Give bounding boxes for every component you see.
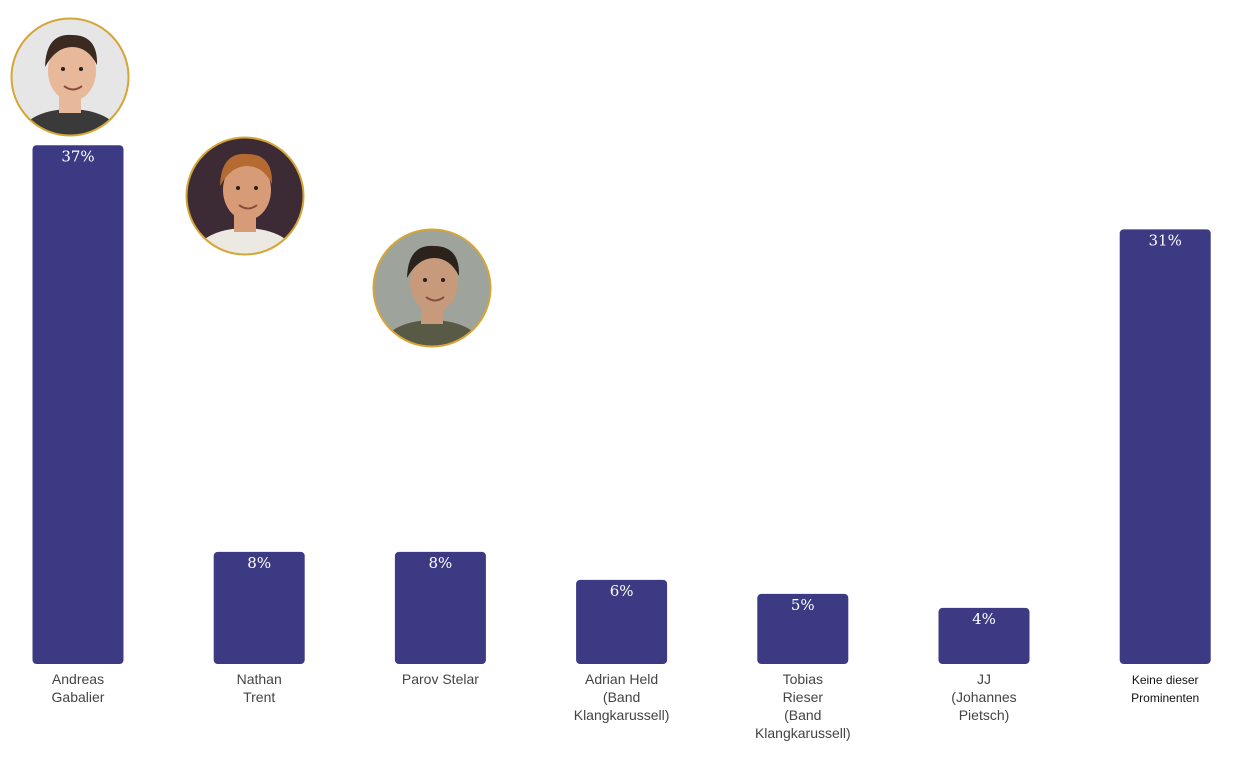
- bar-value-label: 4%: [972, 610, 996, 628]
- category-label: Prominenten: [1131, 691, 1199, 705]
- bar: [757, 593, 849, 664]
- category-label: (Band: [784, 707, 821, 723]
- category-label: Klangkarussell): [755, 725, 851, 741]
- category-label: Gabalier: [52, 689, 105, 705]
- bars-layer: 37% Andreas Gabalier 8% Nathan Trent 8% Parov S…: [32, 145, 1211, 741]
- category-label: (Johannes: [951, 689, 1016, 705]
- category-label: Parov Stelar: [402, 671, 479, 687]
- category-label: Nathan: [237, 671, 282, 687]
- bar: [938, 607, 1030, 664]
- category-label: Rieser: [783, 689, 824, 705]
- portraits-layer: [10, 17, 492, 348]
- bar-value-label: 8%: [247, 554, 271, 572]
- portrait-photo-icon: [185, 136, 305, 256]
- bar-value-label: 8%: [429, 554, 453, 572]
- category-label: Pietsch): [959, 707, 1010, 723]
- category-label: Tobias: [783, 671, 823, 687]
- bar: [32, 145, 124, 664]
- category-label: JJ: [977, 671, 991, 687]
- category-label: Keine dieser: [1132, 673, 1199, 687]
- portrait-photo-icon: [10, 17, 130, 137]
- bar-value-label: 6%: [610, 582, 634, 600]
- bar-value-label: 31%: [1149, 231, 1182, 249]
- category-label: Trent: [243, 689, 275, 705]
- portrait-photo-icon: [372, 228, 492, 348]
- category-label: Klangkarussell): [574, 707, 670, 723]
- bar: [576, 579, 668, 664]
- bar-value-label: 37%: [61, 147, 94, 165]
- bar: [394, 551, 486, 664]
- category-label: Adrian Held: [585, 671, 658, 687]
- bar-value-label: 5%: [791, 596, 815, 614]
- category-label: Andreas: [52, 671, 104, 687]
- category-label: (Band: [603, 689, 640, 705]
- bar: [1119, 229, 1211, 664]
- bar: [213, 551, 305, 664]
